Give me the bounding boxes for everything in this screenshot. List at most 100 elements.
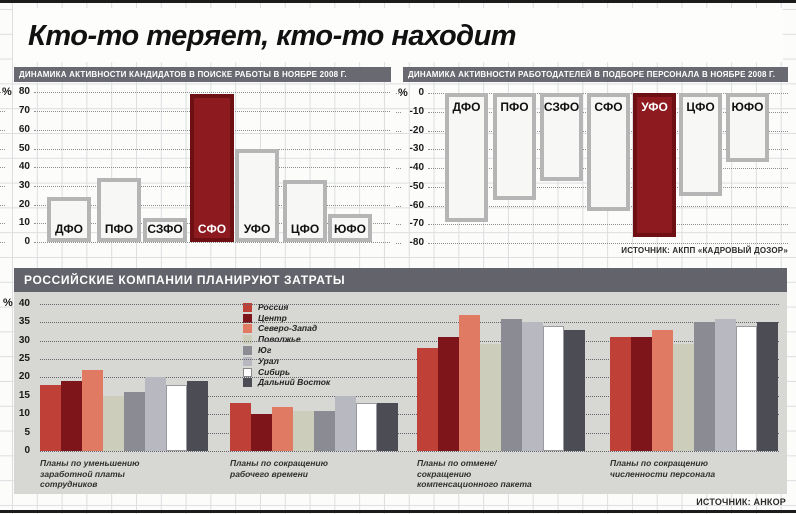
bar-Центр-group3 (438, 336, 459, 451)
y-tick-label: 20 (18, 371, 30, 383)
bottom-rule (0, 510, 796, 513)
bar-Сибирь-group1 (166, 384, 187, 451)
axis-tick (0, 223, 5, 225)
y-tick-label: 15 (18, 389, 30, 401)
legend-label: Северо-Запад (258, 323, 318, 334)
y-tick-label: -40 (409, 162, 424, 173)
bar-Юг-group4 (694, 322, 715, 451)
axis-tick (0, 204, 5, 206)
axis-tick (396, 205, 401, 207)
y-tick-label: 40 (18, 297, 30, 309)
bar-Юг-group1 (124, 392, 145, 451)
gridline (40, 303, 779, 305)
gridline (40, 395, 779, 397)
chart-header-employers: ДИНАМИКА АКТИВНОСТИ РАБОТОДАТЕЛЕЙ В ПОДБ… (403, 67, 788, 82)
axis-tick (396, 93, 401, 94)
bar-СФО: СФО (587, 93, 630, 212)
bar-Поволжье-group2 (293, 410, 314, 451)
bar-СЗФО: СЗФО (143, 217, 187, 242)
legend-label: Урал (258, 355, 279, 366)
axis-tick (0, 111, 5, 113)
bar-label: СЗФО (147, 221, 183, 236)
source-note-top: ИСТОЧНИК: АКПП «КАДРОВЫЙ ДОЗОР» (621, 246, 788, 255)
gridline (428, 224, 788, 226)
gridline (40, 377, 779, 379)
legend-label: Центр (258, 312, 287, 323)
y-tick-label: 0 (24, 445, 30, 456)
title-band: Кто-то теряет, кто-то находит (13, 8, 783, 62)
category-label: Планы по сокращению численности персонал… (610, 458, 716, 479)
y-tick-label: -60 (409, 199, 424, 211)
bar-Урал-group4 (715, 318, 736, 451)
bar-Россия-group4 (610, 336, 631, 451)
bar-Россия-group3 (417, 347, 438, 451)
legend-item: Урал (243, 356, 330, 367)
bar-Поволжье-group4 (673, 344, 694, 451)
bar-Юг-group3 (501, 318, 522, 451)
legend-label: Юг (258, 345, 272, 356)
bar-label: ЮФО (334, 221, 366, 236)
bar-ЮФО: ЮФО (328, 213, 372, 242)
legend-item: Сибирь (243, 367, 330, 378)
costs-panel: РОССИЙСКИЕ КОМПАНИИ ПЛАНИРУЮТ ЗАТРАТЫ Ро… (14, 268, 787, 494)
y-tick-label: -80 (409, 237, 424, 248)
bar-Урал-group3 (522, 322, 543, 451)
page-title: Кто-то теряет, кто-то находит (28, 20, 517, 52)
bar-Центр-group4 (631, 336, 652, 451)
bar-label: ПФО (500, 100, 529, 114)
bar-Сибирь-group3 (543, 325, 564, 451)
bar-Северо-Запад-group1 (82, 370, 103, 451)
axis-tick (0, 242, 5, 243)
bar-Дальний Восток-group3 (564, 329, 585, 451)
legend-item: Дальний Восток (243, 378, 330, 389)
y-tick-label: 50 (18, 142, 30, 154)
y-axis-unit: % (398, 87, 408, 99)
y-tick-label: 60 (18, 123, 30, 135)
legend-swatch (243, 367, 252, 377)
bar-Сибирь-group2 (356, 403, 377, 451)
bar-Дальний Восток-group1 (187, 381, 208, 451)
bar-Северо-Запад-group3 (459, 314, 480, 451)
bar-label: УФО (243, 222, 271, 236)
axis-tick (396, 149, 401, 151)
gridline (40, 432, 779, 434)
bar-ДФО: ДФО (445, 93, 488, 223)
gridline (40, 359, 779, 360)
y-tick-label: -10 (409, 105, 424, 117)
bar-label: ДФО (55, 221, 83, 236)
category-label: Планы по сокращению рабочего времени (230, 458, 328, 479)
bar-Россия-group2 (230, 403, 251, 451)
bar-Урал-group1 (145, 377, 166, 451)
y-tick-label: -30 (409, 143, 424, 155)
legend-item: Поволжье (243, 334, 330, 345)
y-axis-unit: % (3, 297, 13, 309)
bar-ДФО: ДФО (47, 197, 91, 242)
y-tick-label: 35 (18, 316, 30, 328)
y-tick-label: 25 (18, 353, 30, 364)
bar-СЗФО: СЗФО (540, 93, 583, 182)
y-tick-label: 10 (18, 408, 30, 420)
employers-activity-chart: % ИСТОЧНИК: АКПП «КАДРОВЫЙ ДОЗОР» 0 -10 -2… (396, 84, 796, 262)
legend-swatch (243, 346, 252, 356)
bar-ЦФО: ЦФО (679, 93, 722, 197)
axis-tick (396, 168, 401, 169)
bar-УФО: УФО (633, 93, 676, 238)
bar-label: СЗФО (543, 100, 580, 114)
candidates-activity-chart: % 0 10 20 30 40 50 60 70 80 ДФО ПФО СЗФО СФО УФО ЦФО ЮФ… (0, 84, 391, 262)
axis-tick (396, 111, 401, 113)
source-note-bottom: ИСТОЧНИК: АНКОР (696, 497, 786, 507)
axis-tick (396, 186, 401, 188)
bar-label: СФО (197, 221, 227, 236)
bar-СФО: СФО (190, 94, 234, 242)
gridline (428, 243, 788, 244)
gridline (40, 340, 779, 342)
bar-Северо-Запад-group2 (272, 406, 293, 451)
category-label: Планы по уменьшению заработной платы сот… (40, 458, 140, 489)
legend-swatch (243, 324, 252, 334)
legend-item: Центр (243, 313, 330, 324)
gridline (34, 92, 390, 94)
chart-header-costs: РОССИЙСКИЕ КОМПАНИИ ПЛАНИРУЮТ ЗАТРАТЫ (14, 268, 787, 292)
y-tick-label: 0 (24, 236, 30, 247)
y-tick-label: 10 (18, 217, 30, 229)
legend-item: Россия (243, 302, 330, 313)
